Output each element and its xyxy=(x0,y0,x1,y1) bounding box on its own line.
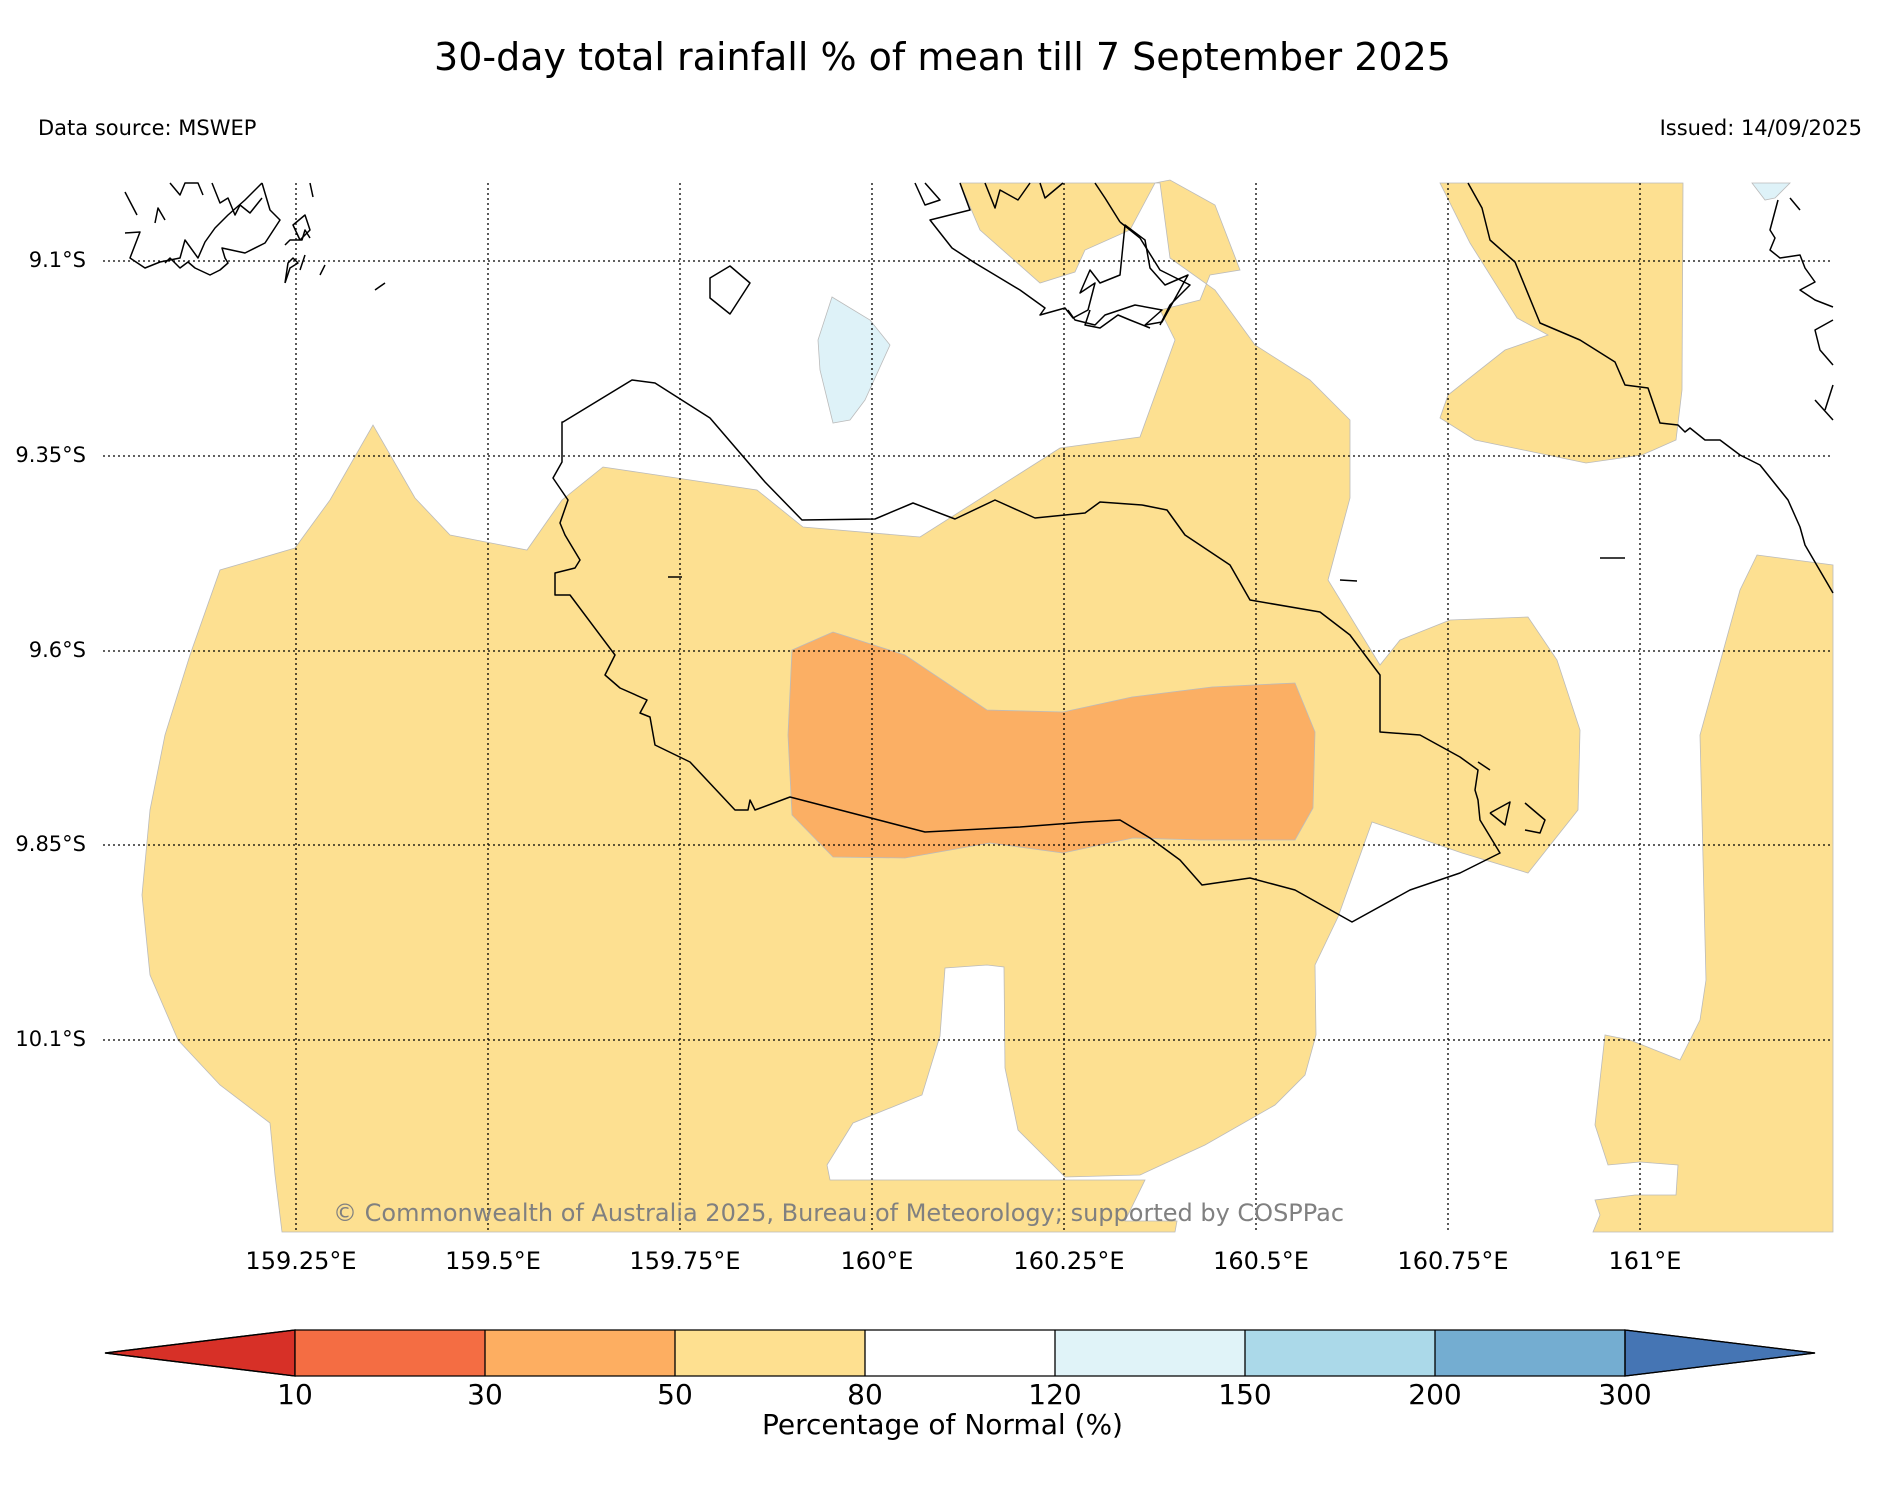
colorbar-swatch xyxy=(1435,1330,1625,1376)
lat-label: 10.1°S xyxy=(15,1027,86,1051)
lat-label: 9.35°S xyxy=(15,443,86,467)
lon-label: 160.25°E xyxy=(1013,1247,1125,1275)
colorbar-tick-label: 200 xyxy=(1408,1378,1462,1411)
lat-label: 9.1°S xyxy=(28,248,86,272)
coastline xyxy=(124,182,1834,923)
colorbar-label: Percentage of Normal (%) xyxy=(762,1408,1123,1441)
lon-label: 159.25°E xyxy=(245,1247,357,1275)
colorbar-tick-label: 50 xyxy=(657,1378,693,1411)
colorbar-swatch xyxy=(675,1330,865,1376)
issued-date-text: Issued: 14/09/2025 xyxy=(1659,116,1862,140)
colorbar-tick-label: 80 xyxy=(847,1378,883,1411)
colorbar-tick-label: 30 xyxy=(467,1378,503,1411)
lon-label: 159.75°E xyxy=(629,1247,741,1275)
colorbar-swatch xyxy=(1055,1330,1245,1376)
page-title: 30-day total rainfall % of mean till 7 S… xyxy=(434,35,1451,79)
colorbar-tick-label: 300 xyxy=(1598,1378,1652,1411)
colorbar xyxy=(104,1329,1816,1377)
lon-label: 160.75°E xyxy=(1397,1247,1509,1275)
colorbar-swatch xyxy=(1245,1330,1435,1376)
lat-label: 9.85°S xyxy=(15,832,86,856)
colorbar-tick-label: 10 xyxy=(277,1378,313,1411)
lon-label: 160°E xyxy=(840,1247,914,1275)
colorbar-tick-label: 120 xyxy=(1028,1378,1082,1411)
rainfall-30-50-region xyxy=(787,631,1316,859)
colorbar-swatch xyxy=(485,1330,675,1376)
lon-label: 160.5°E xyxy=(1213,1247,1309,1275)
colorbar-over-arrow xyxy=(1624,1329,1816,1377)
rainfall-50-80-region xyxy=(141,179,1834,1233)
lon-label: 159.5°E xyxy=(445,1247,541,1275)
data-source-text: Data source: MSWEP xyxy=(38,116,257,140)
colorbar-swatch xyxy=(865,1330,1055,1376)
graticule xyxy=(103,183,1833,1232)
colorbar-under-arrow xyxy=(104,1329,296,1377)
colorbar-tick-label: 150 xyxy=(1218,1378,1272,1411)
lon-label: 161°E xyxy=(1608,1247,1682,1275)
colorbar-swatch xyxy=(295,1330,485,1376)
lat-label: 9.6°S xyxy=(28,638,86,662)
copyright-notice: © Commonwealth of Australia 2025, Bureau… xyxy=(333,1199,1345,1227)
